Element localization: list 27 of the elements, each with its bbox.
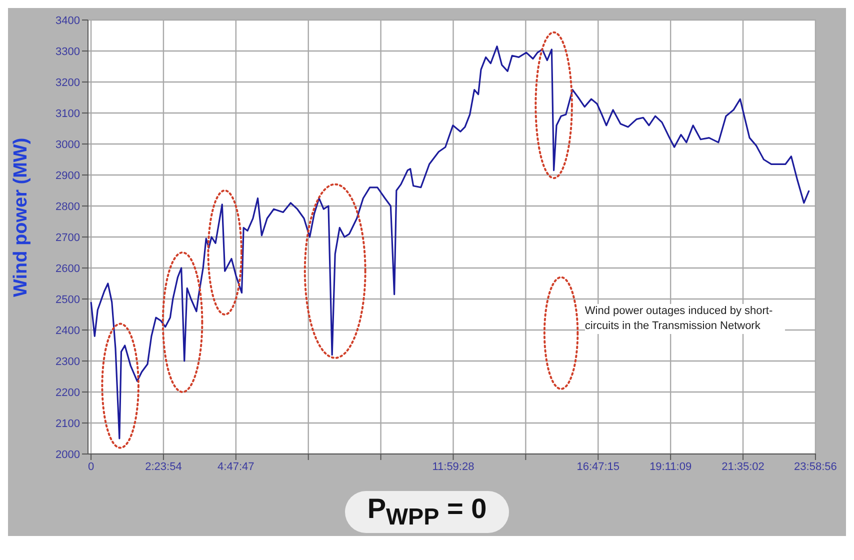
x-tick-label: 23:58:56 [794,460,837,473]
annotation: Wind power outages induced by short-circuits in the Transmission Network [584,304,785,334]
text: P$_{WPP}$ = 0 [345,491,509,533]
y-tick-label: 2400 [56,324,80,337]
line-series [90,46,810,440]
x-tick-label: 0 [88,460,94,473]
y-tick-label: 3300 [56,46,80,58]
x-tick-label: 21:35:02 [722,460,764,473]
y-tick-label: 3000 [56,138,80,151]
y-tick-label: 3400 [56,14,80,27]
x-tick-label: 11:59:28 [432,460,474,473]
y-tick-label: 2800 [56,200,80,213]
x-tick-label: 2:23:54 [145,460,182,473]
x-tick-label: 16:47:15 [576,460,620,473]
y-tick-label: 2600 [56,262,80,275]
y-tick-label: 3100 [56,108,80,120]
y-tick-label: 2300 [56,356,80,368]
y-tick-label: 2200 [56,386,80,399]
y-tick-label: 2700 [56,232,80,244]
y-tick-label: 2500 [56,294,80,306]
x-tick-label: 19:11:09 [650,460,692,473]
y-tick-label: 2900 [56,170,80,182]
y-tick-label: 2100 [56,418,80,430]
y-tick-label: 2000 [56,448,80,461]
y-tick-label: 3200 [56,76,80,89]
x-tick-label: 4:47:47 [218,460,254,473]
y-axis-title: Wind power (MW) [10,138,32,297]
